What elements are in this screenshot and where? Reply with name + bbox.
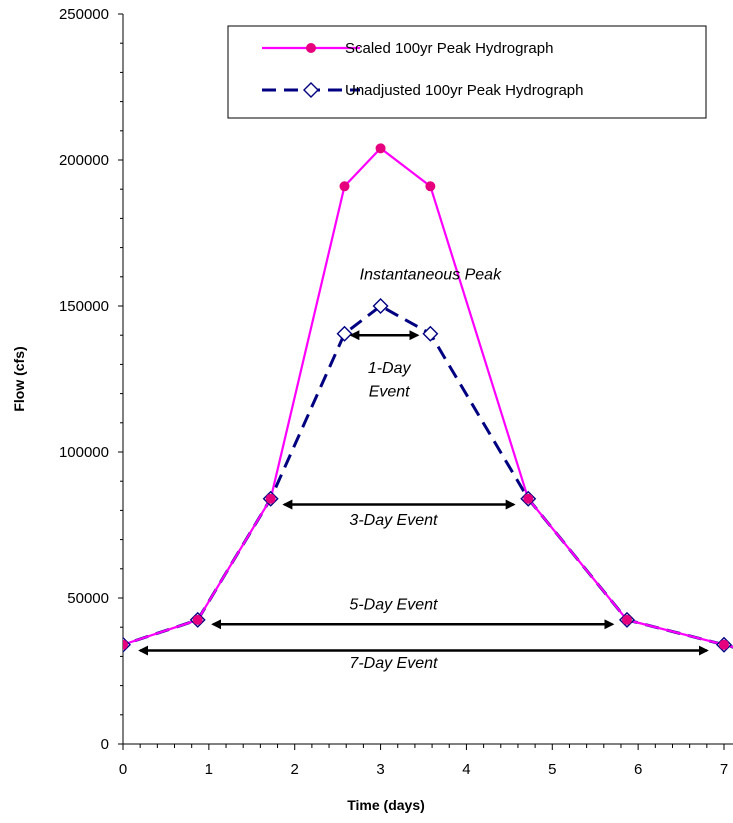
annotation-text: 1-Day	[368, 360, 412, 377]
series-2-marker	[372, 298, 389, 314]
x-tick-label: 0	[119, 761, 127, 778]
x-tick-label: 3	[376, 761, 384, 778]
annotation-text: 5-Day Event	[349, 597, 438, 614]
x-tick-label: 5	[548, 761, 556, 778]
legend-marker-1	[306, 43, 316, 53]
axes: 0 50000 100000 150000 200000 250000 0 1 2 3 4 5 6 7	[59, 6, 733, 778]
annotation-text: Event	[369, 384, 410, 401]
series-1-marker	[719, 639, 729, 650]
series-1-marker	[192, 614, 203, 625]
legend-marker-2	[303, 82, 319, 98]
x-tick-label: 7	[720, 761, 728, 778]
annotation-text: 7-Day Event	[349, 655, 438, 672]
annotation-layer: Instantaneous Peak 1-Day Event 3-Day Event 5…	[138, 267, 709, 672]
series-2-marker	[336, 325, 353, 342]
series-2-marker	[422, 325, 439, 342]
x-axis-title: Time (days)	[347, 797, 425, 813]
legend-label-1: Scaled 100yr Peak Hydrograph	[345, 40, 553, 57]
y-axis-title: Flow (cfs)	[11, 346, 27, 411]
legend-box	[227, 25, 707, 119]
series-1-marker	[123, 639, 128, 650]
x-tick-label: 1	[205, 761, 213, 778]
legend-label-2: Unadjusted 100yr Peak Hydrograph	[345, 82, 583, 99]
x-tick-label: 2	[291, 761, 299, 778]
y-tick-label: 150000	[59, 298, 109, 315]
y-tick-label: 200000	[59, 152, 109, 169]
series-1-marker	[375, 143, 386, 154]
series-1-marker	[425, 181, 436, 192]
x-tick-label: 4	[462, 761, 470, 778]
x-tick-label: 6	[634, 761, 642, 778]
y-tick-label: 100000	[59, 444, 109, 461]
series-1-marker	[265, 493, 276, 504]
legend: Scaled 100yr Peak Hydrograph Unadjusted 1…	[227, 25, 707, 119]
y-tick-label: 50000	[67, 590, 109, 607]
series-1-marker	[523, 493, 534, 504]
series-layer	[123, 143, 733, 653]
y-tick-label: 0	[101, 736, 109, 753]
series-1-marker	[339, 181, 350, 192]
series-1-marker	[621, 614, 632, 625]
annotation-text: Instantaneous Peak	[360, 267, 502, 284]
y-tick-label: 250000	[59, 6, 109, 23]
plot-area	[123, 14, 733, 744]
annotation-text: 3-Day Event	[349, 512, 438, 529]
